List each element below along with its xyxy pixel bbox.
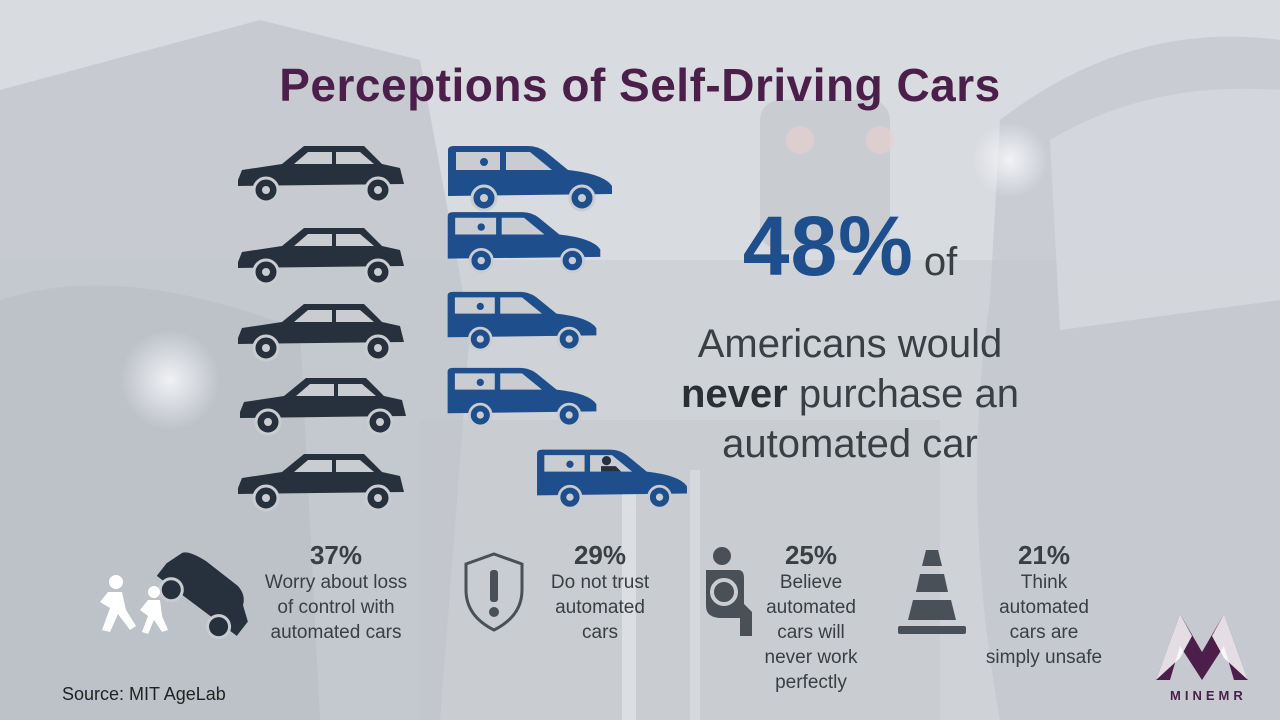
headline-line-2: never purchase an [640, 369, 1060, 419]
stat-loss-of-control: 37% Worry about loss of control with aut… [236, 540, 436, 645]
crash-pedestrian-icon [100, 552, 248, 640]
stat-do-not-trust: 29% Do not trust automated cars [520, 540, 680, 645]
sedan-icon [238, 454, 404, 512]
hatchback-icon [447, 367, 597, 428]
headline-percent: 48% [742, 199, 914, 293]
headline-of: of [923, 240, 958, 284]
sedan-icon [238, 146, 404, 204]
hatchback-driver-icon [537, 449, 687, 510]
stat-text-line: Believe [779, 572, 843, 593]
headline-line-2-rest: purchase an [787, 372, 1020, 416]
stat-simply-unsafe: 21% Think automated cars are simply unsa… [964, 540, 1124, 670]
stat-text-line: simply unsafe [985, 647, 1103, 668]
stat-text-line: perfectly [775, 672, 847, 693]
headline-line-1: Americans would [697, 322, 1003, 366]
stat-text-line: cars are [1009, 622, 1079, 643]
logo-text: MINEMR [1170, 688, 1247, 703]
sedan-icon [240, 378, 406, 436]
sedan-icon [238, 228, 404, 286]
headline-never: never [680, 372, 788, 416]
stat-text-line: Think [1020, 572, 1068, 593]
stat-text-line: automated cars [270, 622, 402, 643]
stat-text-line: Worry about loss [264, 572, 408, 593]
hatchback-icon [447, 212, 601, 274]
stat-text-line: Do not trust [550, 572, 650, 593]
source-citation: Source: MIT AgeLab [62, 684, 226, 704]
stat-text-line: automated [766, 597, 856, 618]
headline-block: 48% of Americans would never purchase an … [640, 198, 1060, 469]
shield-warning-icon [464, 552, 524, 632]
stat-percent: 37% [309, 540, 363, 570]
stat-percent: 21% [1017, 540, 1071, 570]
stat-text-line: automated [999, 597, 1089, 618]
stat-text-line: cars [582, 622, 618, 643]
hatchback-icon [447, 291, 597, 352]
traffic-cone-icon [898, 550, 966, 634]
page-title: Perceptions of Self-Driving Cars [279, 59, 1001, 111]
stat-text-line: never work [764, 647, 858, 668]
headline-line-3: automated car [722, 422, 978, 466]
sedan-icon [238, 304, 404, 362]
hatchback-icon [448, 146, 612, 212]
stat-text-line: of control with [277, 597, 395, 618]
minemr-logo-icon [1156, 614, 1248, 680]
stat-percent: 25% [784, 540, 838, 570]
driver-icon [706, 547, 752, 636]
stat-never-work: 25% Believe automated cars will never wo… [736, 540, 886, 695]
stat-text-line: cars will [777, 622, 845, 643]
stat-text-line: automated [555, 597, 645, 618]
stat-percent: 29% [573, 540, 627, 570]
